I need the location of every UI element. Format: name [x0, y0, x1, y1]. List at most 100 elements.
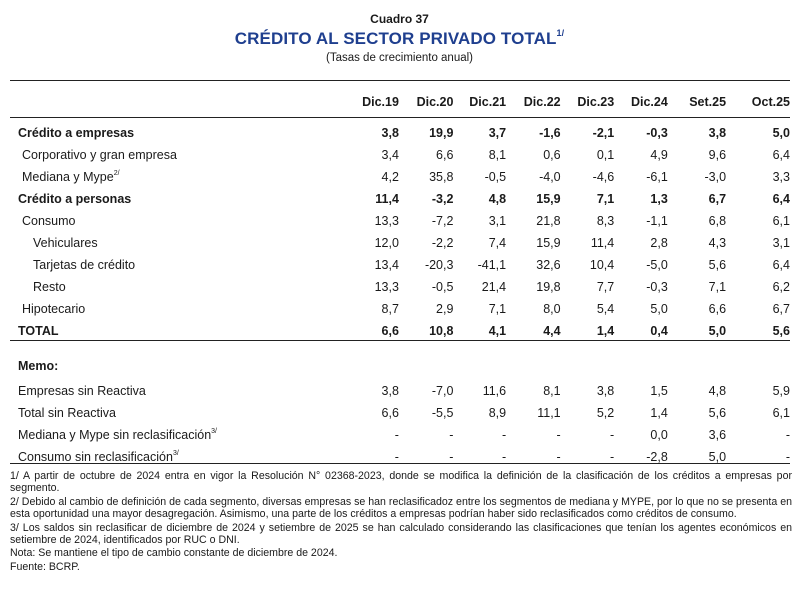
- table-row: Crédito a empresas 3,8 19,9 3,7 -1,6 -2,1 -0,3…: [10, 122, 790, 144]
- total-rule: [10, 340, 790, 341]
- footnote-ref: 3/: [211, 428, 217, 435]
- table-cell: 6,6: [436, 148, 454, 162]
- footnote-ref: 3/: [172, 450, 179, 457]
- table-cell: -3,2: [431, 192, 454, 206]
- memo-label: Memo:: [18, 359, 59, 373]
- column-header: Dic.22: [523, 95, 561, 109]
- source-note: Fuente: BCRP.: [10, 560, 80, 573]
- table-row: Crédito a personas 11,4 -3,2 4,8 15,9 7,1 1,3 6…: [10, 188, 790, 210]
- table-cell: 21,4: [481, 280, 507, 294]
- footnote-ref: 2/: [113, 170, 120, 177]
- row-label: Corporativo y gran empresa: [10, 144, 348, 166]
- table-cell: 11,4: [590, 236, 615, 250]
- table-row: Resto 13,3 -0,5 21,4 19,8 7,7 -0,3 7,1 6,2: [10, 276, 790, 298]
- table-cell: 11,4: [375, 192, 399, 206]
- table-cell: -41,1: [477, 258, 507, 272]
- table-cell: 4,8: [708, 384, 727, 398]
- table-cell: 5,2: [596, 406, 615, 420]
- table-cell: 15,9: [536, 192, 561, 206]
- table-cell: 5,0: [650, 302, 668, 316]
- header-blank: [10, 90, 348, 114]
- table-cell: 3,6: [708, 428, 727, 442]
- table-cell: -7,0: [431, 384, 454, 398]
- bottom-rule: [10, 463, 790, 464]
- table-cell: 1,5: [650, 384, 668, 398]
- table-cell: 8,3: [596, 214, 615, 228]
- table-cell: -: [394, 428, 399, 442]
- row-label-text: Consumo sin reclasificación: [18, 450, 173, 464]
- table-cell: -: [449, 428, 454, 442]
- table-cell: 1,3: [650, 192, 668, 206]
- table-cell: 19,9: [429, 126, 454, 140]
- table-cell: 6,7: [772, 302, 790, 316]
- table-row: Tarjetas de crédito 13,4 -20,3 -41,1 32,6 10,…: [10, 254, 790, 276]
- column-header-row: Dic.19 Dic.20 Dic.21 Dic.22 Dic.23 Dic.2…: [10, 90, 790, 114]
- table-cell: 8,1: [488, 148, 507, 162]
- table-row: Mediana y Mype2/4,2 35,8 -0,5 -4,0 -4,6 -6,1 -…: [10, 166, 790, 188]
- row-label-text: Mediana y Mype: [22, 170, 114, 184]
- table-cell: -: [785, 450, 790, 464]
- table-cell: 9,6: [708, 148, 727, 162]
- row-label: Crédito a empresas: [10, 122, 348, 144]
- total-row: TOTAL 6,6 10,8 4,1 4,4 1,4 0,4 5,0 5,6: [10, 320, 790, 342]
- page-title: CRÉDITO AL SECTOR PRIVADO TOTAL1/: [0, 28, 799, 49]
- table-cell: 6,8: [708, 214, 727, 228]
- top-rule: [10, 80, 790, 81]
- table-cell: 2,9: [436, 302, 454, 316]
- memo-row: Mediana y Mype sin reclasificación3/ - - - -…: [10, 424, 790, 446]
- row-label: Tarjetas de crédito: [10, 254, 348, 276]
- footnotes: 1/ A partir de octubre de 2024 entra en …: [10, 470, 792, 574]
- table-cell: 1,4: [650, 406, 668, 420]
- table-cell: 3,1: [772, 236, 790, 250]
- table-cell: 4,9: [650, 148, 668, 162]
- table-cell: 13,4: [374, 258, 399, 272]
- footnote: 1/ A partir de octubre de 2024 entra en …: [10, 470, 792, 495]
- table-cell: 0,4: [650, 324, 668, 338]
- table-cell: 3,4: [381, 148, 399, 162]
- row-label: Mediana y Mype2/: [10, 166, 348, 188]
- row-label: Hipotecario: [10, 298, 348, 320]
- table-cell: 1,4: [596, 324, 615, 338]
- table-cell: -6,1: [646, 170, 668, 184]
- column-header: Dic.20: [416, 95, 454, 109]
- memo-gap: [10, 342, 790, 355]
- page-subtitle: (Tasas de crecimiento anual): [325, 52, 473, 64]
- table-cell: -: [610, 450, 615, 464]
- footnote: Nota: Se mantiene el tipo de cambio cons…: [10, 547, 338, 560]
- row-label-text: Crédito a personas: [18, 192, 132, 206]
- row-label-text: Crédito a empresas: [18, 126, 135, 140]
- row-label-text: Corporativo y gran empresa: [22, 148, 177, 162]
- row-label: Mediana y Mype sin reclasificación3/: [10, 424, 348, 446]
- row-label: Consumo: [10, 210, 348, 232]
- table-cell: 0,0: [650, 428, 668, 442]
- table-cell: 6,4: [772, 148, 790, 162]
- row-label: Resto: [10, 276, 348, 298]
- table-cell: 3,8: [381, 384, 399, 398]
- table-cell: -1,6: [539, 126, 561, 140]
- column-header: Dic.23: [577, 95, 615, 109]
- table-cell: -: [556, 428, 561, 442]
- table-cell: 7,4: [488, 236, 507, 250]
- table-cell: 2,8: [650, 236, 668, 250]
- table-cell: 6,6: [381, 324, 399, 338]
- table-cell: 6,2: [772, 280, 790, 294]
- row-label-text: Resto: [33, 280, 66, 294]
- table-cell: -0,5: [431, 280, 454, 294]
- table-cell: -5,5: [431, 406, 454, 420]
- table-cell: -0,3: [646, 126, 668, 140]
- memo-row: Empresas sin Reactiva 3,8 -7,0 11,6 8,1 3,8 1,…: [10, 380, 790, 402]
- table-cell: 5,0: [708, 450, 727, 464]
- memo-row: Total sin Reactiva 6,6 -5,5 8,9 11,1 5,2 1,4 5,…: [10, 402, 790, 424]
- table-cell: 6,7: [708, 192, 727, 206]
- table-row: Hipotecario 8,7 2,9 7,1 8,0 5,4 5,0 6,6 6,7: [10, 298, 790, 320]
- table-cell: 5,6: [708, 406, 727, 420]
- table-cell: 3,8: [596, 384, 615, 398]
- table-cell: 21,8: [536, 214, 561, 228]
- table-cell: -2,8: [646, 450, 668, 464]
- title-footnote-ref: 1/: [556, 28, 565, 38]
- table-cell: 5,9: [772, 384, 790, 398]
- table-row: Corporativo y gran empresa 3,4 6,6 8,1 0,6 0,…: [10, 144, 790, 166]
- table-cell: 3,8: [708, 126, 727, 140]
- table-cell: -2,1: [592, 126, 615, 140]
- row-label-text: Consumo: [22, 214, 76, 228]
